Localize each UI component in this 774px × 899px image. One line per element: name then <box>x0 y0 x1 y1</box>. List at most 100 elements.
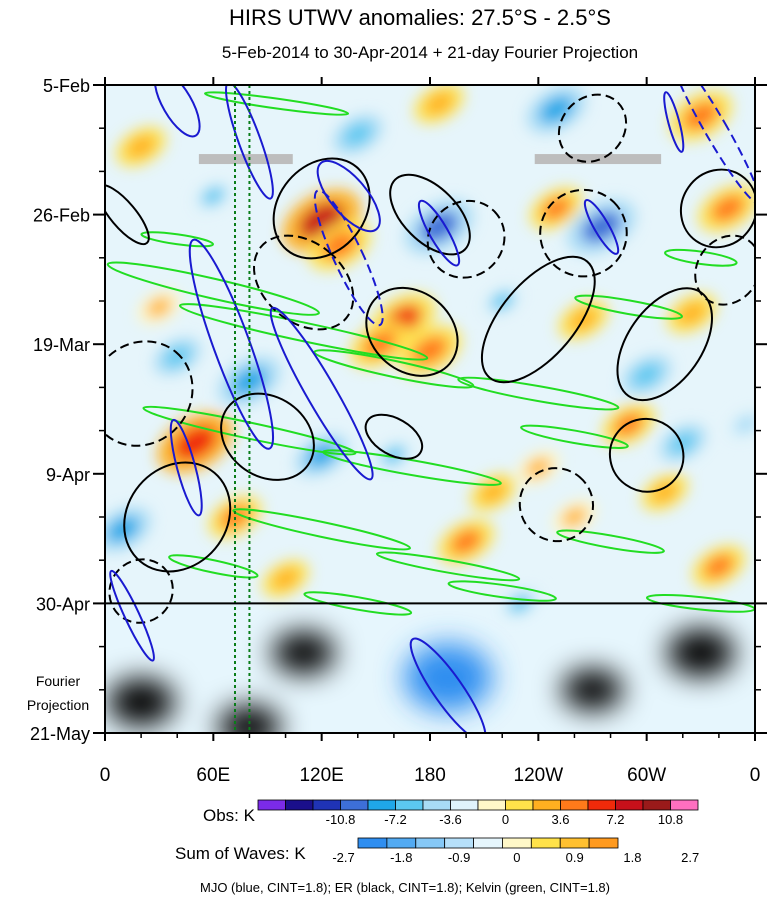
obs-anomaly-core <box>582 211 622 243</box>
kelvin-contour <box>140 231 214 248</box>
colorbar-swatch <box>588 837 619 849</box>
colorbar-tick-label: 1.8 <box>623 850 641 865</box>
er-contour <box>220 392 315 481</box>
er-contour <box>694 234 755 306</box>
x-tick-label: 120W <box>514 765 564 786</box>
projection-blob <box>562 669 623 711</box>
kelvin-contour <box>556 529 665 554</box>
x-tick-label: 0 <box>750 765 761 786</box>
kelvin-contour <box>142 405 357 456</box>
colorbar-tick-label: 10.8 <box>658 812 683 827</box>
colorbar-swatch <box>560 799 589 811</box>
mjo-contour <box>583 198 620 255</box>
colorbar-swatch <box>532 799 561 811</box>
obs-anomaly-core <box>127 135 156 158</box>
x-tick-label: 120E <box>299 765 343 786</box>
colorbar-tick-label: 3.6 <box>551 812 569 827</box>
y-extra-label-line1: Fourier <box>36 673 81 689</box>
obs-anomaly-core <box>677 302 706 325</box>
colorbar-tick-label: -3.6 <box>439 812 461 827</box>
kelvin-contour <box>303 591 413 616</box>
obs-anomaly-core <box>343 123 372 146</box>
colorbar-swatch <box>559 837 590 849</box>
obs-anomaly-core <box>146 297 172 317</box>
x-tick-label: 60E <box>196 765 230 786</box>
obs-anomaly-core <box>539 96 574 123</box>
colorbar-swatch <box>444 837 474 849</box>
colorbar-swatch <box>450 799 479 811</box>
mjo-contour <box>225 85 274 200</box>
obs-anomaly-core <box>107 516 139 542</box>
er-contour <box>389 173 471 256</box>
obs-colorbar-label: Obs: K <box>203 806 256 825</box>
y-tick-label: 19-Mar <box>33 335 90 355</box>
obs-anomaly-core <box>703 554 734 579</box>
er-contours <box>105 93 755 624</box>
projection-blob <box>107 678 175 726</box>
kelvin-contour <box>106 261 320 316</box>
colorbar-tick-label: -2.7 <box>332 850 354 865</box>
colorbar-swatch <box>340 799 369 811</box>
er-contour <box>364 413 424 460</box>
mjo-contour <box>153 85 201 138</box>
colorbar-tick-label: 0.9 <box>566 850 584 865</box>
colorbar-swatch <box>473 837 503 849</box>
colorbar-swatch <box>670 799 699 811</box>
kelvin-contour <box>457 376 620 411</box>
er-contour <box>557 93 628 163</box>
y-tick-label: 26-Feb <box>33 206 90 226</box>
colorbar-swatch <box>502 837 532 849</box>
er-contour <box>365 286 459 377</box>
er-contour <box>518 467 595 543</box>
obs-anomaly-core <box>711 195 745 222</box>
colorbar-swatch <box>422 799 451 811</box>
colorbar-tick-label: 2.7 <box>681 850 699 865</box>
y-tick-label: 5-Feb <box>43 76 90 96</box>
colorbar-tick-label: 0 <box>502 812 509 827</box>
colorbar-tick-label: -7.2 <box>384 812 406 827</box>
colorbar-swatch <box>530 837 561 849</box>
colorbar-swatch <box>257 799 286 811</box>
obs-colorbar: -10.8 -7.2 -3.6 0 3.6 7.2 10.8 <box>257 799 699 827</box>
chart-title: HIRS UTWV anomalies: 27.5°S - 2.5°S <box>229 5 611 30</box>
colorbar-tick-label: -1.8 <box>390 850 412 865</box>
obs-anomaly-core <box>651 481 678 503</box>
projection-blob <box>667 629 735 677</box>
er-contour <box>252 234 355 331</box>
projection-blob <box>218 705 281 733</box>
obs-anomaly-core <box>669 432 696 454</box>
mjo-contour <box>169 418 203 517</box>
er-contour <box>105 184 150 246</box>
obs-anomaly-core <box>164 346 191 367</box>
reference-lines <box>234 85 251 733</box>
obs-anomaly-core <box>526 457 551 478</box>
obs-anomaly-core <box>562 507 587 527</box>
colorbar-tick-label: 7.2 <box>606 812 624 827</box>
kelvin-contour <box>178 303 429 361</box>
colorbar-swatch <box>415 837 446 849</box>
colorbar-tick-label: -10.8 <box>326 812 356 827</box>
colorbar-swatch <box>386 837 417 849</box>
chart-subtitle: 5-Feb-2014 to 30-Apr-2014 + 21-day Fouri… <box>222 43 638 62</box>
colorbar-swatch <box>642 799 671 811</box>
obs-anomaly-core <box>632 363 661 387</box>
projection-blob <box>272 631 335 674</box>
colorbar-tick-label: -0.9 <box>448 850 470 865</box>
mjo-contour <box>109 569 155 662</box>
mjo-contour <box>188 238 274 450</box>
colorbar-tick-label: 0 <box>513 850 520 865</box>
kelvin-contour <box>664 248 738 267</box>
mjo-contour <box>313 189 384 327</box>
colorbar-swatch <box>367 799 396 811</box>
x-tick-label: 0 <box>100 765 111 786</box>
mjo-contour <box>663 91 685 153</box>
colorbar-swatch <box>285 799 314 811</box>
obs-anomaly-core <box>613 412 644 437</box>
kelvin-contour <box>375 551 521 582</box>
waves-colorbar: -2.7 -1.8 -0.9 0 0.9 1.8 2.7 <box>332 837 699 865</box>
obs-anomaly-core <box>381 445 407 465</box>
mjo-contour <box>316 160 381 233</box>
er-contour <box>108 558 174 624</box>
obs-anomaly-core <box>541 196 572 221</box>
er-contour <box>608 417 685 493</box>
